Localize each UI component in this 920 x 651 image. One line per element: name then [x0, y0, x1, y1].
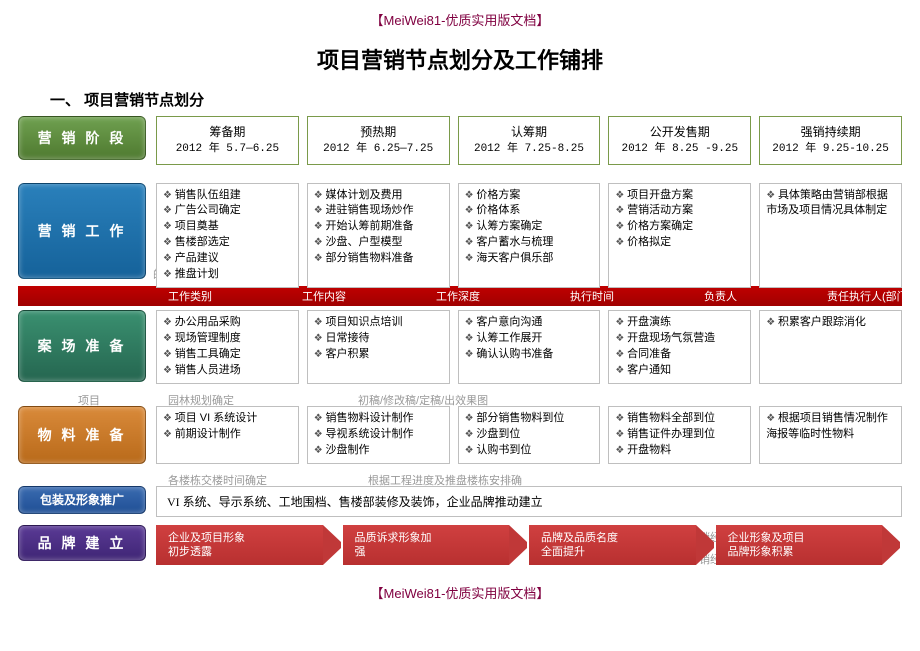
package-row: 包装及形象推广 VI 系统、导示系统、工地围档、售楼部装修及装饰，企业品牌推动建…	[18, 486, 902, 517]
bullet-item: 沙盘、户型模型	[314, 235, 443, 251]
bullet-item: 客户积累	[314, 347, 443, 363]
content-cell: 媒体计划及费用进驻销售现场炒作开始认筹前期准备沙盘、户型模型部分销售物料准备	[307, 183, 450, 289]
content-cell: 销售物料全部到位销售证件办理到位开盘物料	[608, 406, 751, 464]
bullet-item: 积累客户跟踪消化	[766, 315, 895, 331]
bullet-item: 合同准备	[615, 347, 744, 363]
content-cell: 客户意向沟通认筹工作展开确认认购书准备	[458, 310, 601, 384]
bullet-item: 开始认筹前期准备	[314, 219, 443, 235]
phase-cell: 强销持续期2012 年 9.25-10.25	[759, 116, 902, 165]
content-cell: 项目知识点培训日常接待客户积累	[307, 310, 450, 384]
bullet-item: 认筹工作展开	[465, 331, 594, 347]
chart-container: 营 销 阶 段 筹备期2012 年 5.7—6.25预热期2012 年 6.25…	[0, 116, 920, 565]
bullet-item: 项目知识点培训	[314, 315, 443, 331]
bullet-item: 销售物料全部到位	[615, 411, 744, 427]
brand-arrow: 企业形象及项目 品牌形象积累	[716, 525, 883, 566]
bullet-item: 销售物料设计制作	[314, 411, 443, 427]
brand-row: 销经理 销经理 品 牌 建 立 企业及项目形象 初步透露品质诉求形象加 强品牌及…	[18, 525, 902, 566]
bullet-item: 项目开盘方案	[615, 188, 744, 204]
bullet-item: 海天客户俱乐部	[465, 251, 594, 267]
work-row: 的 营 销 工 作 销售队伍组建广告公司确定项目奠基售楼部选定产品建议推盘计划媒…	[18, 183, 902, 289]
bullet-item: 开盘物料	[615, 443, 744, 459]
bullet-item: 现场管理制度	[163, 331, 292, 347]
bullet-item: 认筹方案确定	[465, 219, 594, 235]
bullet-item: 日常接待	[314, 331, 443, 347]
brand-arrow: 品牌及品质名度 全面提升	[529, 525, 696, 566]
content-cell: 销售队伍组建广告公司确定项目奠基售楼部选定产品建议推盘计划	[156, 183, 299, 289]
bullet-item: 根据项目销售情况制作海报等临时性物料	[766, 411, 895, 443]
label-work: 营 销 工 作	[18, 183, 146, 279]
bullet-item: 价格方案确定	[615, 219, 744, 235]
bullet-item: 导视系统设计制作	[314, 427, 443, 443]
footer-tag: 【MeiWei81-优质实用版文档】	[0, 573, 920, 612]
main-title: 项目营销节点划分及工作铺排	[0, 35, 920, 89]
bullet-item: 销售队伍组建	[163, 188, 292, 204]
bullet-item: 开盘演练	[615, 315, 744, 331]
content-cell: 具体策略由营销部根据市场及项目情况具体制定	[759, 183, 902, 289]
brand-arrow: 品质诉求形象加 强	[343, 525, 510, 566]
bullet-item: 客户通知	[615, 363, 744, 379]
bullet-item: 办公用品采购	[163, 315, 292, 331]
bullet-item: 沙盘制作	[314, 443, 443, 459]
bullet-item: 具体策略由营销部根据市场及项目情况具体制定	[766, 188, 895, 220]
bullet-item: 项目 VI 系统设计	[163, 411, 292, 427]
content-cell: 销售物料设计制作导视系统设计制作沙盘制作	[307, 406, 450, 464]
phase-cell: 公开发售期2012 年 8.25 -9.25	[608, 116, 751, 165]
bullet-item: 售楼部选定	[163, 235, 292, 251]
bullet-item: 广告公司确定	[163, 203, 292, 219]
phase-cell: 预热期2012 年 6.25—7.25	[307, 116, 450, 165]
header-tag: 【MeiWei81-优质实用版文档】	[0, 0, 920, 35]
phase-row: 营 销 阶 段 筹备期2012 年 5.7—6.25预热期2012 年 6.25…	[18, 116, 902, 165]
bullet-item: 项目奠基	[163, 219, 292, 235]
label-stage: 营 销 阶 段	[18, 116, 146, 160]
bullet-item: 进驻销售现场炒作	[314, 203, 443, 219]
bullet-item: 部分销售物料到位	[465, 411, 594, 427]
bullet-item: 销售证件办理到位	[615, 427, 744, 443]
section-title: 一、 项目营销节点划分	[0, 89, 920, 110]
content-cell: 项目 VI 系统设计前期设计制作	[156, 406, 299, 464]
content-cell: 价格方案价格体系认筹方案确定客户蓄水与梳理海天客户俱乐部	[458, 183, 601, 289]
bullet-item: 客户蓄水与梳理	[465, 235, 594, 251]
package-content: VI 系统、导示系统、工地围档、售楼部装修及装饰，企业品牌推动建立	[156, 486, 902, 517]
content-cell: 项目开盘方案营销活动方案价格方案确定价格拟定	[608, 183, 751, 289]
phase-cell: 筹备期2012 年 5.7—6.25	[156, 116, 299, 165]
bullet-item: 部分销售物料准备	[314, 251, 443, 267]
bullet-item: 开盘现场气氛营造	[615, 331, 744, 347]
phase-cell: 认筹期2012 年 7.25-8.25	[458, 116, 601, 165]
bullet-item: 推盘计划	[163, 267, 292, 283]
bullet-item: 产品建议	[163, 251, 292, 267]
bullet-item: 价格体系	[465, 203, 594, 219]
bullet-item: 销售人员进场	[163, 363, 292, 379]
bullet-item: 前期设计制作	[163, 427, 292, 443]
content-cell: 部分销售物料到位沙盘到位认购书到位	[458, 406, 601, 464]
bullet-item: 价格拟定	[615, 235, 744, 251]
bullet-item: 销售工具确定	[163, 347, 292, 363]
bullet-item: 营销活动方案	[615, 203, 744, 219]
bullet-item: 价格方案	[465, 188, 594, 204]
content-cell: 积累客户跟踪消化	[759, 310, 902, 384]
content-cell: 办公用品采购现场管理制度销售工具确定销售人员进场	[156, 310, 299, 384]
material-row: 物 料 准 备 项目 VI 系统设计前期设计制作销售物料设计制作导视系统设计制作…	[18, 406, 902, 464]
content-cell: 开盘演练开盘现场气氛营造合同准备客户通知	[608, 310, 751, 384]
bullet-item: 认购书到位	[465, 443, 594, 459]
bullet-item: 媒体计划及费用	[314, 188, 443, 204]
bullet-item: 确认认购书准备	[465, 347, 594, 363]
label-material: 物 料 准 备	[18, 406, 146, 464]
content-cell: 根据项目销售情况制作海报等临时性物料	[759, 406, 902, 464]
brand-arrow: 企业及项目形象 初步透露	[156, 525, 323, 566]
label-brand: 品 牌 建 立	[18, 525, 146, 561]
case-row: 案 场 准 备 办公用品采购现场管理制度销售工具确定销售人员进场项目知识点培训日…	[18, 310, 902, 384]
label-package: 包装及形象推广	[18, 486, 146, 514]
bullet-item: 客户意向沟通	[465, 315, 594, 331]
label-case: 案 场 准 备	[18, 310, 146, 382]
bullet-item: 沙盘到位	[465, 427, 594, 443]
